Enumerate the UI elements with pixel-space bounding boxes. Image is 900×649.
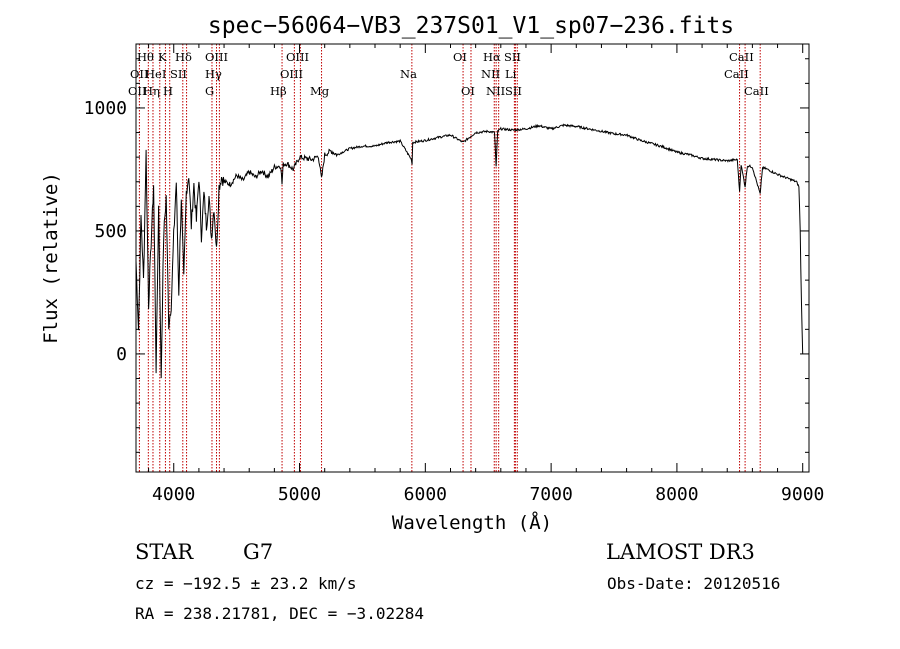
label-oi-1: OI	[453, 50, 467, 64]
label-hbeta: Hβ	[270, 84, 287, 98]
label-na: Na	[400, 67, 417, 81]
y-tick-label-1: 500	[94, 221, 127, 242]
y-axis-title: Flux (relative)	[40, 172, 62, 344]
x-tick-label-3: 7000	[529, 484, 572, 505]
obs-date: Obs-Date: 20120516	[607, 574, 780, 593]
chart-title: spec−56064−VB3_237S01_V1_sp07−236.fits	[208, 13, 734, 39]
x-tick-label-5: 9000	[781, 484, 824, 505]
label-nii-1: NII	[481, 67, 500, 81]
label-oiii-1: OIII	[205, 50, 228, 64]
spectrum-line	[135, 123, 804, 379]
label-li: Li	[505, 67, 517, 81]
spectral-subclass: G7	[243, 540, 273, 564]
x-tick-label-4: 8000	[655, 484, 698, 505]
x-axis-title: Wavelength (Å)	[392, 511, 552, 534]
label-h: H	[163, 84, 173, 98]
x-axis: 4000 5000 6000 7000 8000 9000	[148, 44, 824, 505]
label-k: K	[158, 50, 167, 64]
object-class: STAR	[135, 540, 194, 564]
x-tick-label-2: 6000	[404, 484, 447, 505]
label-g: G	[205, 84, 214, 98]
label-oii-2: OII	[128, 84, 147, 98]
label-caii-1: CaII	[729, 50, 754, 64]
label-heta: Hη	[143, 84, 160, 98]
coordinates: RA = 238.21781, DEC = −3.02284	[135, 604, 424, 623]
label-oiii-2: OIII	[286, 50, 309, 64]
line-marker-labels: Hθ K Hδ OIII OIII OI Hα SII CaII OII HeI…	[128, 50, 769, 98]
label-caii-3: CaII	[744, 84, 769, 98]
label-hgamma: Hγ	[205, 67, 222, 81]
label-sii-1: SII	[504, 50, 521, 64]
y-tick-label-0: 0	[116, 344, 127, 365]
label-htheta: Hθ	[137, 50, 154, 64]
x-tick-label-0: 4000	[152, 484, 195, 505]
label-hdelta: Hδ	[175, 50, 192, 64]
label-hei: HeI	[145, 67, 166, 81]
label-mg: Mg	[310, 84, 330, 98]
y-axis: 0 500 1000	[84, 58, 809, 453]
line-markers	[138, 44, 761, 472]
label-sii-2: SII	[170, 67, 187, 81]
label-oi-2: OI	[461, 84, 475, 98]
label-caii-2: CaII	[724, 67, 749, 81]
label-sii-3: SII	[505, 84, 522, 98]
plot-frame	[135, 43, 810, 473]
label-oii-1: OII	[130, 67, 149, 81]
label-nii-2: NII	[486, 84, 505, 98]
survey-name: LAMOST DR3	[606, 540, 755, 564]
y-tick-label-2: 1000	[84, 98, 127, 119]
label-oiii-3: OIII	[280, 67, 303, 81]
redshift-text: cz = −192.5 ± 23.2 km/s	[135, 574, 357, 593]
label-halpha: Hα	[483, 50, 501, 64]
x-tick-label-1: 5000	[278, 484, 321, 505]
